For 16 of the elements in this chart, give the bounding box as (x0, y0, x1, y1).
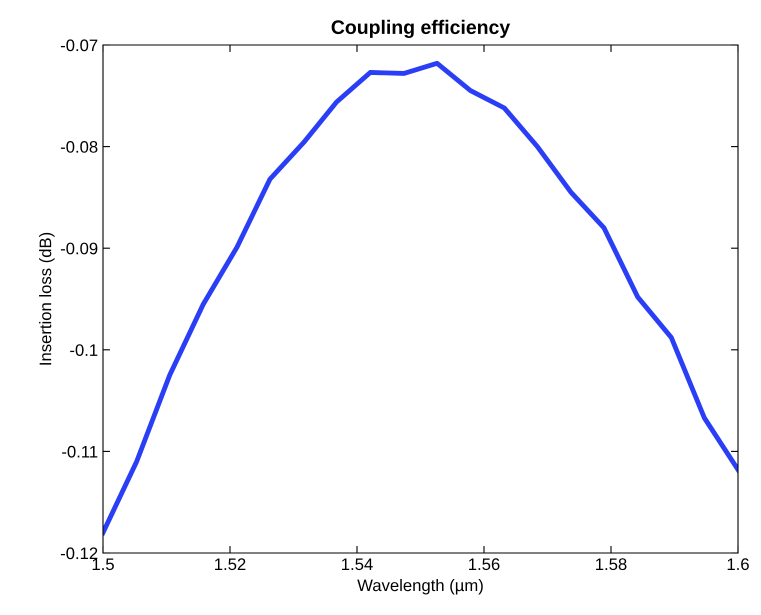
y-axis-title: Insertion loss (dB) (39, 232, 55, 365)
x-tick-label: 1.6 (728, 558, 749, 570)
x-tick-label: 1.5 (92, 558, 114, 570)
y-tick-label: -0.1 (70, 344, 98, 356)
x-tick-label: 1.56 (469, 558, 500, 570)
y-tick-label: -0.12 (60, 547, 98, 560)
x-axis-title: Wavelength (µm) (357, 578, 483, 594)
x-tick-label: 1.52 (215, 558, 246, 570)
x-tick-label: 1.54 (342, 558, 373, 570)
y-tick-label: -0.09 (60, 242, 98, 254)
y-tick-label: -0.11 (62, 446, 98, 458)
chart-title: Coupling efficiency (332, 20, 510, 38)
y-tick-label: -0.07 (60, 39, 98, 52)
line-series (103, 60, 738, 536)
x-tick-label: 1.58 (596, 558, 626, 570)
y-tick-label: -0.08 (60, 141, 98, 153)
